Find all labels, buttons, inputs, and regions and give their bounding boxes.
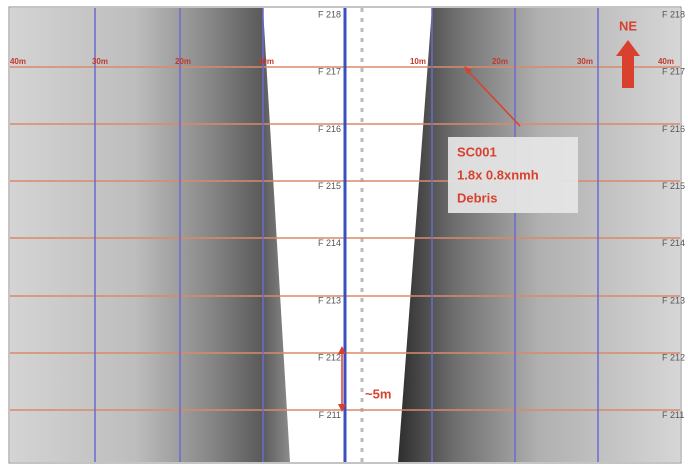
- fix-label-right: F 213: [662, 295, 685, 305]
- target-type: Debris: [457, 190, 497, 205]
- sonar-image: F 218 F 218 F 217 F 217 F 216 F 216 F 215 F 215…: [0, 0, 688, 470]
- fix-label-right: F 214: [662, 238, 685, 248]
- fix-label: F 212: [318, 353, 341, 363]
- fix-label-right: F 218: [662, 9, 685, 19]
- range-label: 20m: [492, 57, 508, 66]
- range-label: 10m: [410, 57, 426, 66]
- range-label: 40m: [658, 57, 674, 66]
- range-label: 10m: [258, 57, 274, 66]
- scale-label: ~5m: [365, 386, 391, 401]
- fix-label-right: F 212: [662, 353, 685, 363]
- range-label: 20m: [175, 57, 191, 66]
- fix-label: F 213: [318, 295, 341, 305]
- target-size: 1.8x 0.8xnmh: [457, 167, 539, 182]
- fix-label: F 211: [319, 410, 341, 420]
- north-label: NE: [619, 18, 637, 33]
- fix-label: F 218: [318, 9, 341, 19]
- range-label: 30m: [92, 57, 108, 66]
- starboard-swath: [398, 8, 680, 462]
- range-label: 40m: [10, 57, 26, 66]
- fix-label: F 217: [318, 67, 341, 77]
- fix-label-right: F 217: [662, 67, 685, 77]
- fix-label: F 216: [318, 124, 341, 134]
- fix-label-right: F 215: [662, 181, 685, 191]
- target-id: SC001: [457, 144, 497, 159]
- fix-label: F 214: [318, 238, 341, 248]
- fix-label: F 215: [318, 181, 341, 191]
- range-label: 30m: [577, 57, 593, 66]
- fix-label-right: F 211: [662, 410, 684, 420]
- port-swath: [10, 8, 290, 462]
- fix-label-right: F 216: [662, 124, 685, 134]
